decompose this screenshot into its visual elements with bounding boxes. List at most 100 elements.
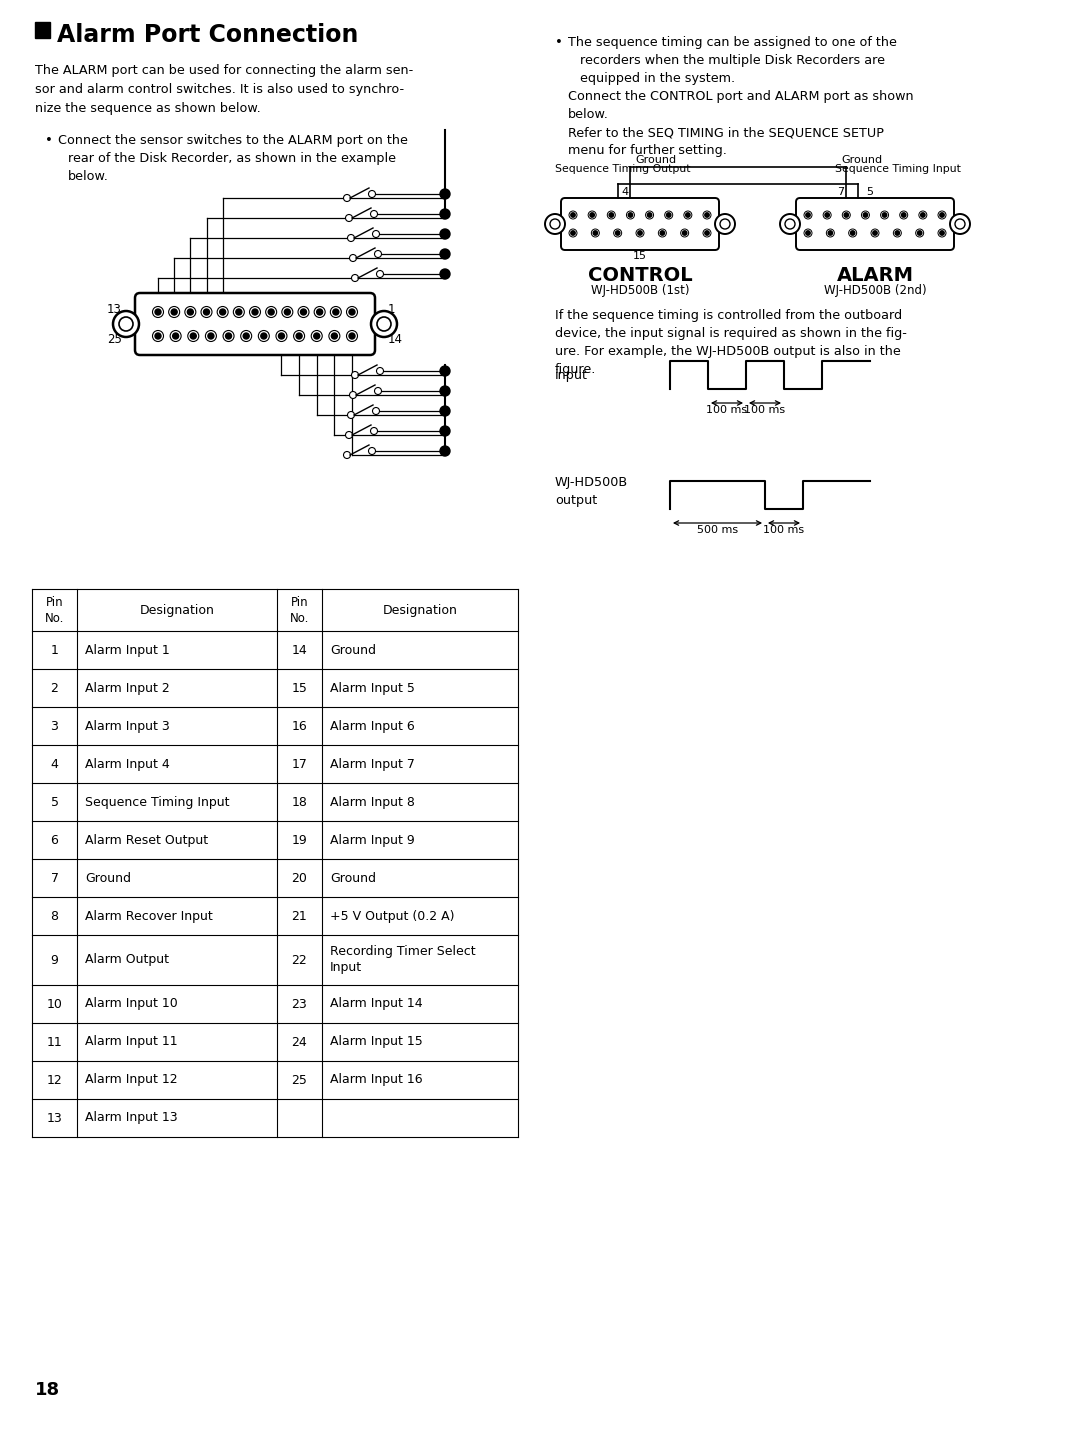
Text: 13: 13: [46, 1112, 63, 1125]
Circle shape: [233, 306, 244, 317]
Text: Alarm Input 13: Alarm Input 13: [85, 1112, 177, 1125]
Text: 11: 11: [46, 1036, 63, 1049]
Text: 25: 25: [107, 333, 122, 346]
Circle shape: [823, 211, 832, 219]
Circle shape: [373, 230, 379, 237]
Circle shape: [873, 231, 877, 236]
Circle shape: [806, 231, 810, 236]
Circle shape: [589, 211, 596, 219]
Text: below.: below.: [68, 170, 109, 183]
Text: Ground: Ground: [841, 154, 882, 164]
Text: Refer to the SEQ TIMING in the SEQUENCE SETUP: Refer to the SEQ TIMING in the SEQUENCE …: [568, 126, 885, 139]
Circle shape: [902, 213, 906, 217]
Circle shape: [347, 306, 357, 317]
Circle shape: [660, 231, 664, 236]
Text: Alarm Output: Alarm Output: [85, 953, 168, 966]
Circle shape: [569, 229, 577, 237]
Circle shape: [705, 213, 710, 217]
Circle shape: [828, 231, 833, 236]
Circle shape: [804, 229, 812, 237]
Text: •: •: [555, 36, 563, 49]
Circle shape: [636, 229, 644, 237]
Circle shape: [609, 213, 613, 217]
Circle shape: [372, 312, 397, 337]
Circle shape: [330, 306, 341, 317]
Circle shape: [939, 211, 946, 219]
Text: WJ-HD500B (2nd): WJ-HD500B (2nd): [824, 284, 927, 297]
Circle shape: [219, 309, 226, 314]
Circle shape: [203, 309, 210, 314]
Circle shape: [882, 213, 887, 217]
Text: Ground: Ground: [635, 154, 676, 164]
Circle shape: [940, 231, 944, 236]
Text: figure.: figure.: [555, 363, 596, 376]
Circle shape: [666, 213, 671, 217]
Text: Ground: Ground: [330, 643, 376, 656]
Circle shape: [329, 330, 340, 342]
Text: Alarm Input 10: Alarm Input 10: [85, 997, 178, 1010]
Circle shape: [440, 366, 450, 376]
Text: Sequence Timing Output: Sequence Timing Output: [555, 164, 690, 174]
Text: Alarm Input 7: Alarm Input 7: [330, 757, 415, 770]
Text: 23: 23: [292, 997, 308, 1010]
Circle shape: [629, 213, 633, 217]
Circle shape: [440, 229, 450, 239]
Circle shape: [343, 194, 351, 201]
Circle shape: [950, 214, 970, 234]
Text: Alarm Recover Input: Alarm Recover Input: [85, 909, 213, 923]
Circle shape: [703, 211, 711, 219]
Text: Alarm Input 5: Alarm Input 5: [330, 682, 415, 694]
Circle shape: [370, 427, 378, 434]
Circle shape: [173, 333, 178, 339]
Circle shape: [684, 211, 692, 219]
Text: Designation: Designation: [382, 603, 458, 616]
FancyBboxPatch shape: [561, 199, 719, 250]
Text: WJ-HD500B: WJ-HD500B: [555, 476, 629, 489]
Text: 18: 18: [292, 796, 308, 809]
Text: Alarm Input 2: Alarm Input 2: [85, 682, 170, 694]
Text: +5 V Output (0.2 A): +5 V Output (0.2 A): [330, 909, 455, 923]
Circle shape: [375, 387, 381, 394]
Circle shape: [282, 306, 293, 317]
Circle shape: [313, 333, 320, 339]
Circle shape: [545, 214, 565, 234]
Circle shape: [252, 309, 258, 314]
Text: 19: 19: [292, 833, 308, 846]
Text: 8: 8: [51, 909, 58, 923]
Circle shape: [590, 213, 594, 217]
Circle shape: [440, 209, 450, 219]
Circle shape: [152, 306, 163, 317]
Circle shape: [348, 412, 354, 419]
Circle shape: [920, 213, 926, 217]
Circle shape: [375, 250, 381, 257]
Text: menu for further setting.: menu for further setting.: [568, 144, 727, 157]
Circle shape: [349, 309, 355, 314]
Circle shape: [346, 214, 352, 221]
Text: Designation: Designation: [139, 603, 215, 616]
Circle shape: [646, 211, 653, 219]
Text: 17: 17: [292, 757, 308, 770]
Circle shape: [955, 219, 966, 229]
Text: 9: 9: [51, 953, 58, 966]
Circle shape: [156, 333, 161, 339]
Text: 25: 25: [292, 1073, 308, 1086]
Circle shape: [296, 333, 302, 339]
Circle shape: [919, 211, 927, 219]
Circle shape: [638, 231, 643, 236]
Circle shape: [266, 306, 276, 317]
Circle shape: [440, 189, 450, 199]
Text: equipped in the system.: equipped in the system.: [580, 71, 735, 84]
Text: 24: 24: [292, 1036, 308, 1049]
FancyBboxPatch shape: [796, 199, 954, 250]
Text: Sequence Timing Input: Sequence Timing Input: [85, 796, 229, 809]
Circle shape: [804, 211, 812, 219]
Text: recorders when the multiple Disk Recorders are: recorders when the multiple Disk Recorde…: [580, 54, 885, 67]
Text: 13: 13: [107, 303, 122, 316]
Circle shape: [550, 219, 561, 229]
Text: 5: 5: [866, 187, 874, 197]
Circle shape: [243, 333, 249, 339]
Circle shape: [347, 330, 357, 342]
Text: Connect the CONTROL port and ALARM port as shown: Connect the CONTROL port and ALARM port …: [568, 90, 914, 103]
Text: 20: 20: [292, 872, 308, 885]
Circle shape: [785, 219, 795, 229]
